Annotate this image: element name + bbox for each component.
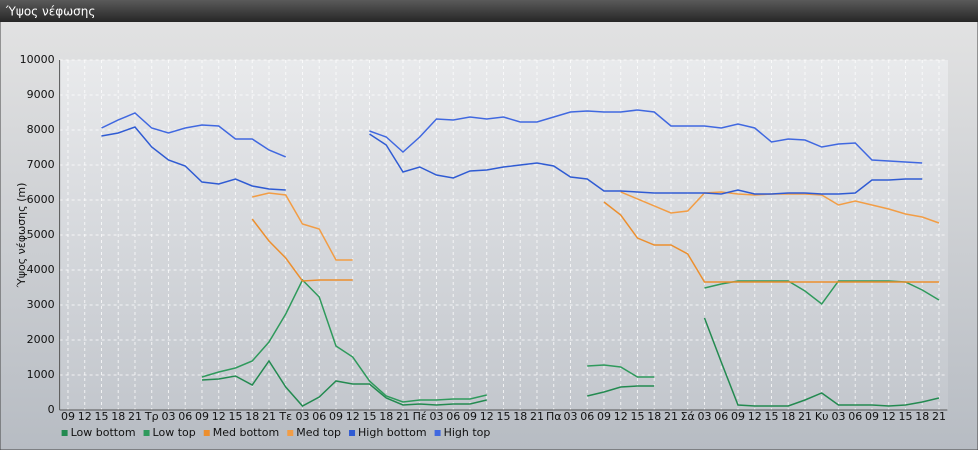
x-tick-label: 15 [898, 410, 912, 423]
x-tick-label: 18 [379, 410, 393, 423]
x-tick-label: 03 [831, 410, 845, 423]
x-tick-label: 18 [111, 410, 125, 423]
x-tick-label: 18 [647, 410, 661, 423]
y-tick-label: 5000 [27, 228, 55, 241]
x-tick-label: 09 [865, 410, 879, 423]
series-line [101, 109, 923, 164]
x-tick-label: 06 [714, 410, 728, 423]
y-tick-label: 8000 [27, 123, 55, 136]
x-tick-label: Πέ [413, 410, 427, 423]
x-tick-label: 15 [94, 410, 108, 423]
legend-label: High top [444, 426, 491, 439]
x-tick-label: 12 [78, 410, 92, 423]
x-tick-label: 03 [697, 410, 711, 423]
x-tick-label: 18 [513, 410, 527, 423]
legend-swatch [287, 430, 294, 436]
y-tick-label: 10000 [20, 53, 55, 66]
x-tick-label: Κυ [815, 410, 829, 423]
x-tick-label: 09 [463, 410, 477, 423]
x-tick-label: 12 [882, 410, 896, 423]
x-tick-label: 03 [563, 410, 577, 423]
window-title: Ύψος νέφωσης [5, 5, 95, 19]
legend-swatch [61, 430, 68, 436]
series-line [251, 201, 939, 283]
legend-swatch [203, 430, 210, 436]
y-tick-label: 6000 [27, 193, 55, 206]
x-tick-label: 06 [848, 410, 862, 423]
y-tick-label: 2000 [27, 333, 55, 346]
legend-label: Low top [153, 426, 196, 439]
x-tick-label: 06 [580, 410, 594, 423]
x-tick-label: 03 [295, 410, 309, 423]
y-tick-label: 1000 [27, 368, 55, 381]
x-tick-label: Σά [681, 410, 695, 423]
x-tick-label: Πα [546, 410, 562, 423]
x-tick-label: 12 [346, 410, 360, 423]
y-tick-label: 3000 [27, 298, 55, 311]
x-tick-label: 06 [178, 410, 192, 423]
x-tick-label: 18 [781, 410, 795, 423]
y-axis-label: Ύψος νέφωσης (m) [15, 183, 28, 289]
y-tick-label: 7000 [27, 158, 55, 171]
x-tick-label: 03 [429, 410, 443, 423]
x-tick-label: 12 [480, 410, 494, 423]
legend-label: High bottom [358, 426, 427, 439]
y-tick-label: 9000 [27, 88, 55, 101]
legend-swatch [143, 430, 150, 436]
x-tick-label: 15 [764, 410, 778, 423]
legend-label: Low bottom [71, 426, 136, 439]
x-tick-label: 12 [614, 410, 628, 423]
x-tick-label: 06 [446, 410, 460, 423]
x-tick-label: 18 [915, 410, 929, 423]
x-tick-label: 12 [748, 410, 762, 423]
x-tick-label: 21 [530, 410, 544, 423]
x-tick-label: 12 [212, 410, 226, 423]
x-tick-label: 09 [731, 410, 745, 423]
legend-label: Med bottom [213, 426, 280, 439]
x-tick-label: 09 [61, 410, 75, 423]
title-bar [0, 0, 978, 22]
series-line [101, 126, 923, 195]
x-tick-label: 09 [195, 410, 209, 423]
legend-swatch [434, 430, 441, 436]
x-tick-label: 21 [262, 410, 276, 423]
x-tick-label: 15 [228, 410, 242, 423]
x-tick-label: Τρ [144, 410, 159, 423]
legend-swatch [349, 430, 356, 436]
x-tick-label: 21 [932, 410, 946, 423]
x-tick-label: 09 [329, 410, 343, 423]
x-tick-label: 15 [496, 410, 510, 423]
y-tick-label: 4000 [27, 263, 55, 276]
x-tick-label: Τε [278, 410, 292, 423]
x-tick-label: 06 [312, 410, 326, 423]
series-line [201, 317, 940, 407]
y-tick-label: 0 [48, 403, 55, 416]
x-tick-label: 21 [396, 410, 410, 423]
x-tick-label: 09 [597, 410, 611, 423]
x-tick-label: 18 [245, 410, 259, 423]
x-tick-label: 15 [362, 410, 376, 423]
x-tick-label: 21 [798, 410, 812, 423]
x-tick-label: 15 [630, 410, 644, 423]
legend-label: Med top [296, 426, 341, 439]
x-tick-label: 21 [128, 410, 142, 423]
x-tick-label: 03 [161, 410, 175, 423]
x-tick-label: 21 [664, 410, 678, 423]
